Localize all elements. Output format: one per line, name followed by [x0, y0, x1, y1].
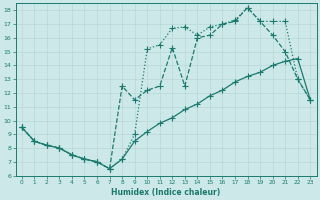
X-axis label: Humidex (Indice chaleur): Humidex (Indice chaleur): [111, 188, 221, 197]
